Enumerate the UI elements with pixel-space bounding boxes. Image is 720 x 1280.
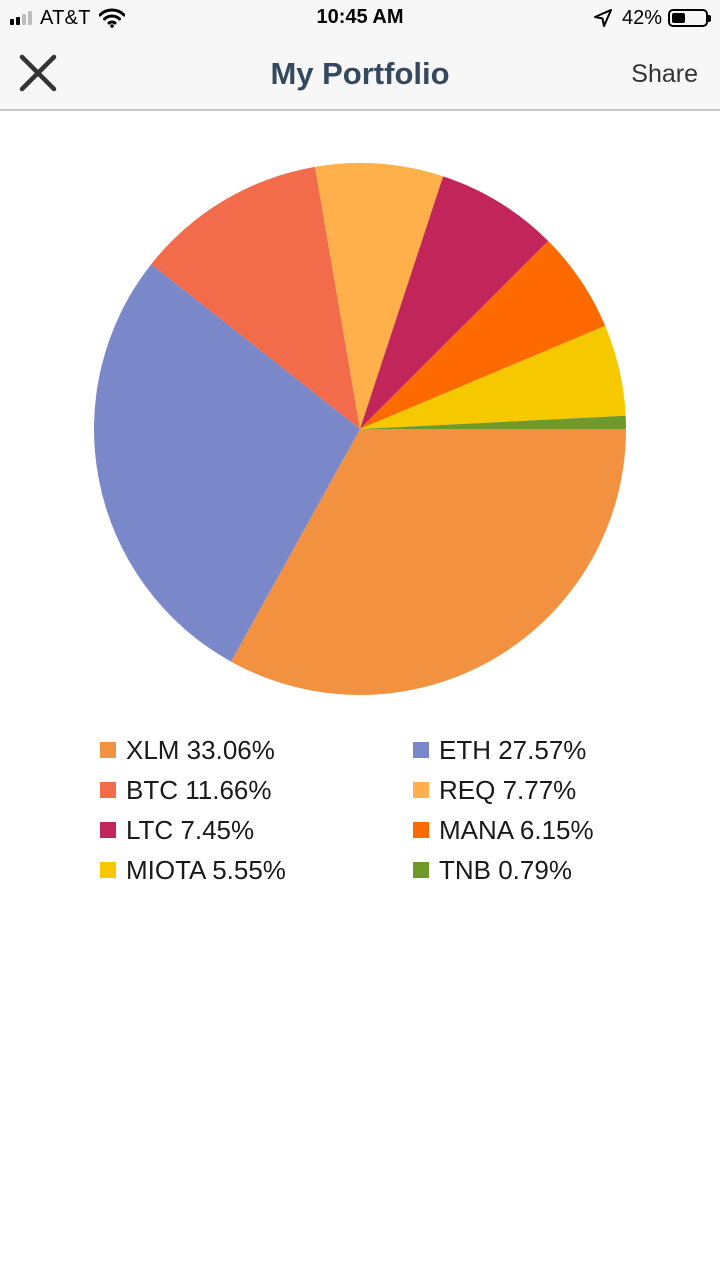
- legend-swatch: [100, 822, 116, 838]
- legend-item-miota: MIOTA 5.55%: [100, 854, 413, 885]
- legend-item-mana: MANA 6.15%: [413, 814, 660, 845]
- battery-level-fill: [672, 13, 686, 23]
- legend-swatch: [100, 742, 116, 758]
- pie-slice-req: [314, 163, 444, 429]
- page-title: My Portfolio: [270, 56, 450, 91]
- signal-strength-icon: [10, 11, 34, 25]
- legend-item-eth: ETH 27.57%: [413, 734, 660, 765]
- legend-swatch: [100, 862, 116, 878]
- pie-slice-tnb: [360, 415, 626, 429]
- pie-slice-ltc: [360, 176, 549, 429]
- battery-percent: 42%: [621, 6, 662, 29]
- legend-swatch: [413, 862, 429, 878]
- legend-label: MIOTA 5.55%: [126, 854, 286, 885]
- legend-swatch: [413, 742, 429, 758]
- pie-slice-mana: [360, 241, 606, 429]
- status-bar: AT&T 10:45 AM 42%: [0, 0, 720, 36]
- pie-slice-eth: [94, 264, 361, 662]
- legend-item-req: REQ 7.77%: [413, 774, 660, 805]
- status-left: AT&T: [10, 7, 125, 29]
- legend-item-ltc: LTC 7.45%: [100, 814, 413, 845]
- legend-label: REQ 7.77%: [439, 774, 577, 805]
- legend-label: XLM 33.06%: [126, 734, 275, 765]
- pie-chart: [94, 163, 627, 695]
- legend-label: TNB 0.79%: [439, 854, 572, 885]
- legend-item-btc: BTC 11.66%: [100, 774, 413, 805]
- chart-legend: XLM 33.06% ETH 27.57% BTC 11.66% REQ 7.77% L…: [100, 734, 660, 885]
- legend-swatch: [100, 782, 116, 798]
- pie-slice-miota: [360, 325, 626, 429]
- legend-label: LTC 7.45%: [126, 814, 255, 845]
- pie-slice-btc: [151, 166, 360, 429]
- status-time: 10:45 AM: [316, 6, 404, 28]
- portfolio-chart: [0, 111, 720, 751]
- legend-item-xlm: XLM 33.06%: [100, 734, 413, 765]
- close-button[interactable]: [16, 51, 60, 95]
- wifi-icon: [98, 8, 125, 28]
- carrier-name: AT&T: [40, 6, 91, 29]
- legend-label: MANA 6.15%: [439, 814, 594, 845]
- legend-swatch: [413, 822, 429, 838]
- navigation-bar: My Portfolio Share: [0, 36, 720, 111]
- battery-icon: [668, 9, 711, 27]
- pie-slice-xlm: [230, 429, 627, 695]
- legend-label: BTC 11.66%: [126, 774, 272, 805]
- share-button[interactable]: Share: [631, 60, 698, 88]
- legend-label: ETH 27.57%: [439, 734, 587, 765]
- status-right: 42%: [593, 6, 711, 29]
- close-icon: [19, 54, 57, 92]
- legend-swatch: [413, 782, 429, 798]
- location-arrow-icon: [593, 9, 612, 27]
- legend-item-tnb: TNB 0.79%: [413, 854, 660, 885]
